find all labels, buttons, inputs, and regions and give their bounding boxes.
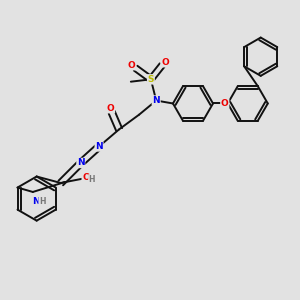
Text: N: N — [95, 142, 103, 151]
Text: H: H — [39, 197, 46, 206]
Text: O: O — [221, 99, 229, 108]
Text: O: O — [82, 173, 90, 182]
Text: N: N — [77, 158, 85, 167]
Text: O: O — [161, 58, 169, 67]
Text: O: O — [107, 104, 114, 113]
Text: O: O — [128, 61, 136, 70]
Text: H: H — [89, 175, 95, 184]
Text: N: N — [32, 197, 40, 206]
Text: S: S — [148, 75, 154, 84]
Text: N: N — [152, 96, 160, 105]
